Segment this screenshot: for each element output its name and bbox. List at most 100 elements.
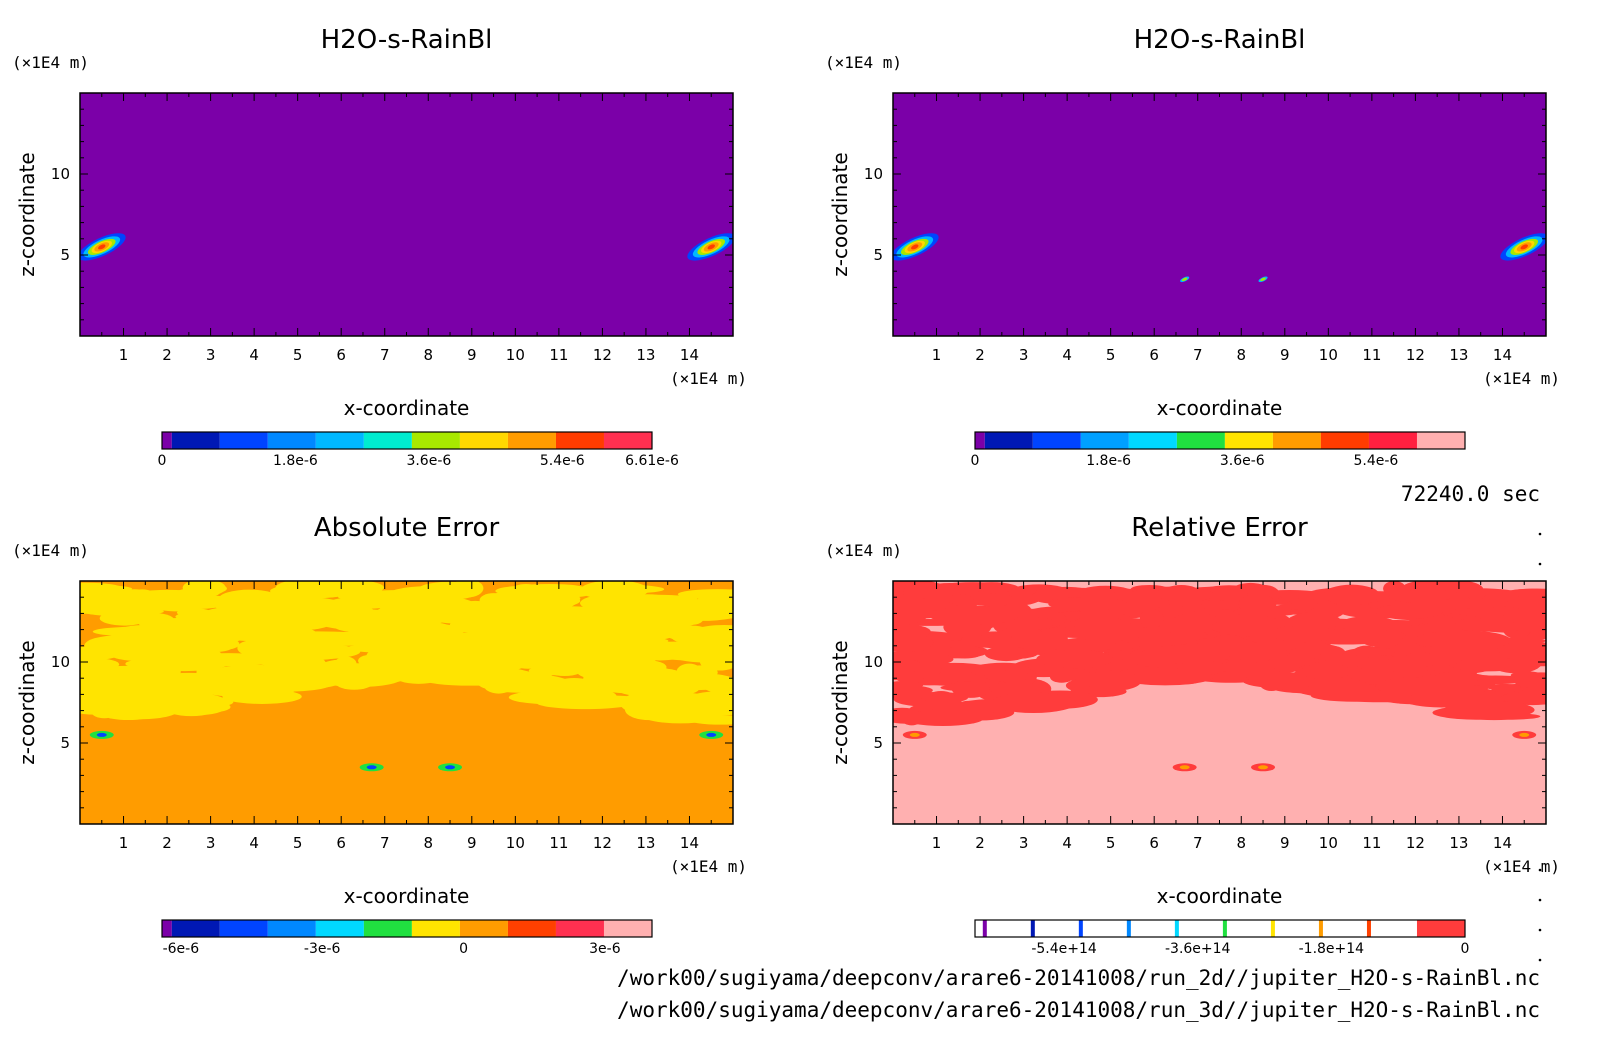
colorbar-bin (363, 432, 412, 449)
x-tick-label: 11 (549, 346, 568, 364)
y-tick-label: 5 (873, 246, 883, 264)
error-blob (1313, 654, 1361, 661)
error-blob (1486, 683, 1522, 691)
colorbar-bin (1176, 432, 1225, 449)
error-blob (1315, 628, 1406, 644)
error-blob (1507, 594, 1546, 611)
file-path-2d: /work00/sugiyama/deepconv/arare6-2014100… (617, 966, 1540, 990)
error-blob (80, 672, 144, 693)
error-blob (1139, 645, 1231, 664)
error-blob (1471, 713, 1541, 720)
y-axis-label: z-coordinate (15, 640, 39, 764)
error-blob (1084, 670, 1142, 691)
x-tick-label: 13 (1449, 834, 1468, 852)
error-blob (241, 676, 340, 690)
x-tick-label: 3 (1019, 346, 1029, 364)
colorbar-label: 1.8e-6 (1086, 453, 1131, 469)
panel-title: H2O-s-RainBl (1134, 25, 1306, 55)
error-blob (897, 659, 922, 673)
colorbar-bin (1416, 920, 1465, 937)
colorbar-bin (1128, 432, 1177, 449)
colorbar-bin (507, 432, 556, 449)
colorbar-bin (459, 432, 508, 449)
error-blob (1323, 584, 1380, 606)
error-spot-core (1258, 765, 1269, 770)
colorbar-bin (219, 920, 268, 937)
colorbar: 0 1.8e-6 3.6e-6 5.4e-6 6.61e-6 (158, 431, 679, 469)
x-tick-label: 2 (162, 834, 172, 852)
colorbar-stripe (1126, 920, 1131, 937)
error-spot-core (366, 765, 377, 770)
colorbar-bin (267, 432, 316, 449)
error-blob (608, 660, 650, 677)
error-blob (678, 654, 733, 664)
error-blob (666, 628, 733, 643)
colorbar-label: -5.4e+14 (1031, 941, 1097, 957)
error-blob (359, 664, 447, 675)
error-blob (1329, 691, 1390, 700)
error-blob (241, 596, 340, 610)
y-tick-label: 10 (864, 165, 883, 183)
error-blob (900, 710, 923, 726)
x-tick-label: 5 (1106, 346, 1116, 364)
dot-markers (1538, 532, 1542, 962)
error-spot-core (96, 732, 107, 737)
x-tick-label: 3 (206, 346, 216, 364)
x-tick-label: 5 (293, 346, 303, 364)
error-blob (80, 597, 163, 617)
error-blob (1333, 602, 1365, 615)
error-blob (166, 594, 229, 604)
colorbar-bin (975, 432, 985, 449)
rain-contour (98, 244, 106, 250)
colorbar-bin (1272, 432, 1321, 449)
x-tick-label: 14 (1493, 834, 1512, 852)
x-tick-label: 7 (380, 346, 390, 364)
x-tick-label: 7 (1193, 346, 1203, 364)
error-spot-core (1179, 765, 1190, 770)
x-axis-label: x-coordinate (1157, 884, 1283, 908)
panel-title: H2O-s-RainBl (321, 25, 493, 55)
x-tick-label: 13 (636, 346, 655, 364)
colorbar-bin (315, 432, 364, 449)
error-blob (501, 684, 568, 693)
colorbar-stripe (1030, 920, 1035, 937)
colorbar-bin (603, 432, 652, 449)
error-blob (458, 646, 508, 659)
error-pattern (80, 581, 733, 725)
error-blob (1428, 693, 1511, 704)
error-blob (929, 606, 1019, 625)
x-unit-label: (×1E4 m) (670, 857, 747, 876)
x-tick-label: 14 (680, 346, 699, 364)
colorbar-bin (1416, 432, 1465, 449)
colorbar-bin (1368, 432, 1417, 449)
colorbar-label: -3.6e+14 (1165, 941, 1231, 957)
x-tick-label: 6 (1149, 834, 1159, 852)
error-blob (286, 671, 320, 681)
x-tick-label: 6 (1149, 346, 1159, 364)
x-tick-label: 11 (549, 834, 568, 852)
error-blob (1139, 609, 1164, 628)
error-blob (622, 691, 671, 713)
x-tick-label: 1 (119, 346, 129, 364)
plot-area (80, 93, 733, 336)
panel-3: Absolute Error(×1E4 m)1 2 3 4 5 6 7 8 9 10 11 12 13 1… (12, 513, 747, 957)
panel-4: Relative Error(×1E4 m)1 2 3 4 5 6 7 8 9 10 11 12 13 1… (825, 513, 1560, 957)
x-tick-label: 2 (975, 346, 985, 364)
x-axis-label: x-coordinate (1157, 396, 1283, 420)
error-blob (127, 629, 221, 645)
error-blob (1291, 597, 1318, 611)
error-blob (395, 647, 432, 667)
colorbar-bin (267, 920, 316, 937)
error-blob (1496, 642, 1546, 658)
error-blob (1159, 616, 1217, 635)
colorbar-bin (1224, 432, 1273, 449)
x-tick-label: 12 (593, 346, 612, 364)
colorbar-label: -6e-6 (163, 941, 200, 957)
plot-area (893, 581, 1546, 824)
y-tick-label: 10 (864, 653, 883, 671)
x-tick-label: 4 (1062, 834, 1072, 852)
x-tick-label: 1 (119, 834, 129, 852)
x-tick-label: 7 (1193, 834, 1203, 852)
x-tick-label: 9 (467, 346, 477, 364)
